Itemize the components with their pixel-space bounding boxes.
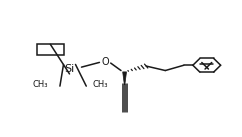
Polygon shape xyxy=(123,72,127,85)
Text: CH₃: CH₃ xyxy=(33,80,48,89)
Text: Si: Si xyxy=(64,64,75,73)
Text: CH₃: CH₃ xyxy=(93,80,108,89)
Text: O: O xyxy=(102,57,109,67)
